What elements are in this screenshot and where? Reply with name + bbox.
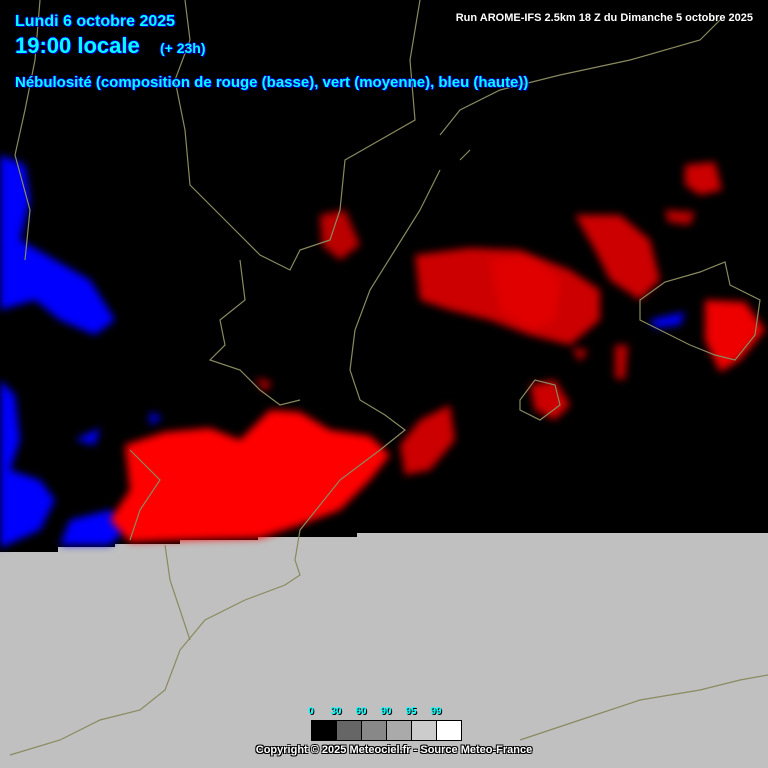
forecast-lead-time: (+ 23h) [160, 40, 206, 56]
coastlines-borders [9, 0, 768, 756]
legend-swatch [387, 721, 412, 740]
model-run-info: Run AROME-IFS 2.5km 18 Z du Dimanche 5 o… [455, 12, 753, 24]
forecast-time: 19:00 locale [15, 33, 140, 58]
outside-domain-area [0, 533, 768, 768]
low-cloud-area [110, 162, 765, 542]
legend-swatch [412, 721, 437, 740]
legend-swatch [312, 721, 337, 740]
legend-swatch [362, 721, 387, 740]
parameter-title: Nébulosité (composition de rouge (basse)… [15, 74, 529, 91]
legend-tick: 99 [430, 706, 442, 717]
legend-tick: 0 [308, 706, 314, 717]
legend-tick: 30 [330, 706, 342, 717]
legend-tick: 95 [405, 706, 417, 717]
legend-tick: 90 [380, 706, 392, 717]
legend-swatch [337, 721, 362, 740]
forecast-date: Lundi 6 octobre 2025 [15, 13, 176, 30]
color-legend [311, 720, 462, 741]
legend-swatch [437, 721, 461, 740]
copyright: Copyright © 2025 Meteociel.fr - Source M… [255, 744, 533, 756]
legend-tick: 60 [355, 706, 367, 717]
